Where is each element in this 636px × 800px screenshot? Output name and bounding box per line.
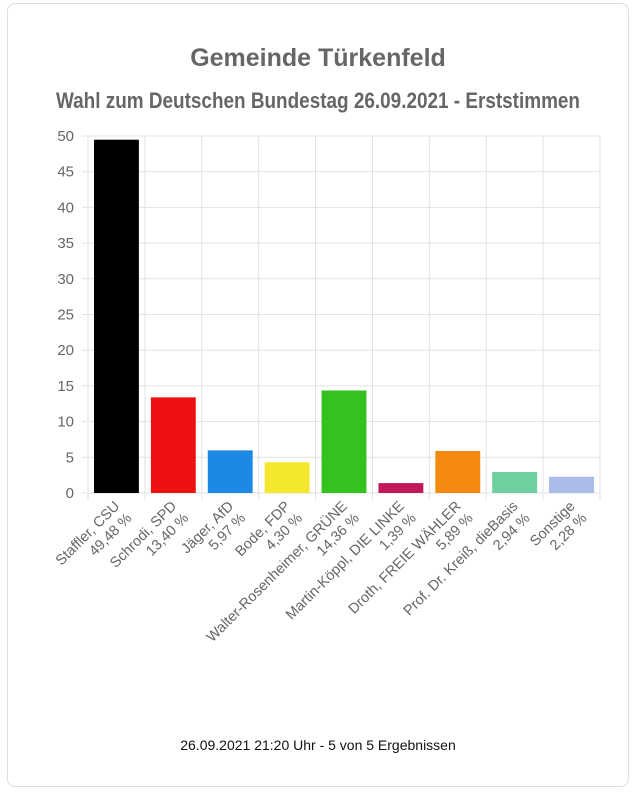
x-tick-label: Staffler, CSU49,48 % [53, 498, 135, 580]
y-tick-label: 40 [57, 199, 74, 216]
chart-title: Gemeinde Türkenfeld [190, 44, 446, 72]
bar [549, 476, 594, 493]
y-tick-label: 20 [57, 342, 74, 359]
y-tick-label: 35 [57, 235, 74, 252]
y-tick-label: 10 [57, 414, 74, 431]
bar [150, 397, 196, 493]
y-tick-label: 50 [57, 128, 74, 145]
y-tick-label: 5 [66, 449, 74, 466]
y-tick-label: 25 [57, 307, 74, 324]
bar [264, 462, 310, 493]
bar [492, 472, 538, 493]
bar [207, 450, 253, 493]
x-tick-label: Sonstige2,28 % [527, 498, 590, 561]
bar [378, 483, 424, 493]
y-tick-label: 0 [66, 485, 74, 502]
x-tick-label: Jäger, AfD5,97 % [178, 498, 249, 569]
bar [435, 450, 481, 493]
chart-subtitle: Wahl zum Deutschen Bundestag 26.09.2021 … [56, 88, 580, 113]
y-tick-label: 30 [57, 271, 74, 288]
y-tick-label: 15 [57, 378, 74, 395]
y-tick-label: 45 [57, 164, 74, 181]
bar [321, 390, 367, 493]
chart-footer: 26.09.2021 21:20 Uhr - 5 von 5 Ergebniss… [180, 737, 456, 753]
bar [94, 139, 139, 493]
